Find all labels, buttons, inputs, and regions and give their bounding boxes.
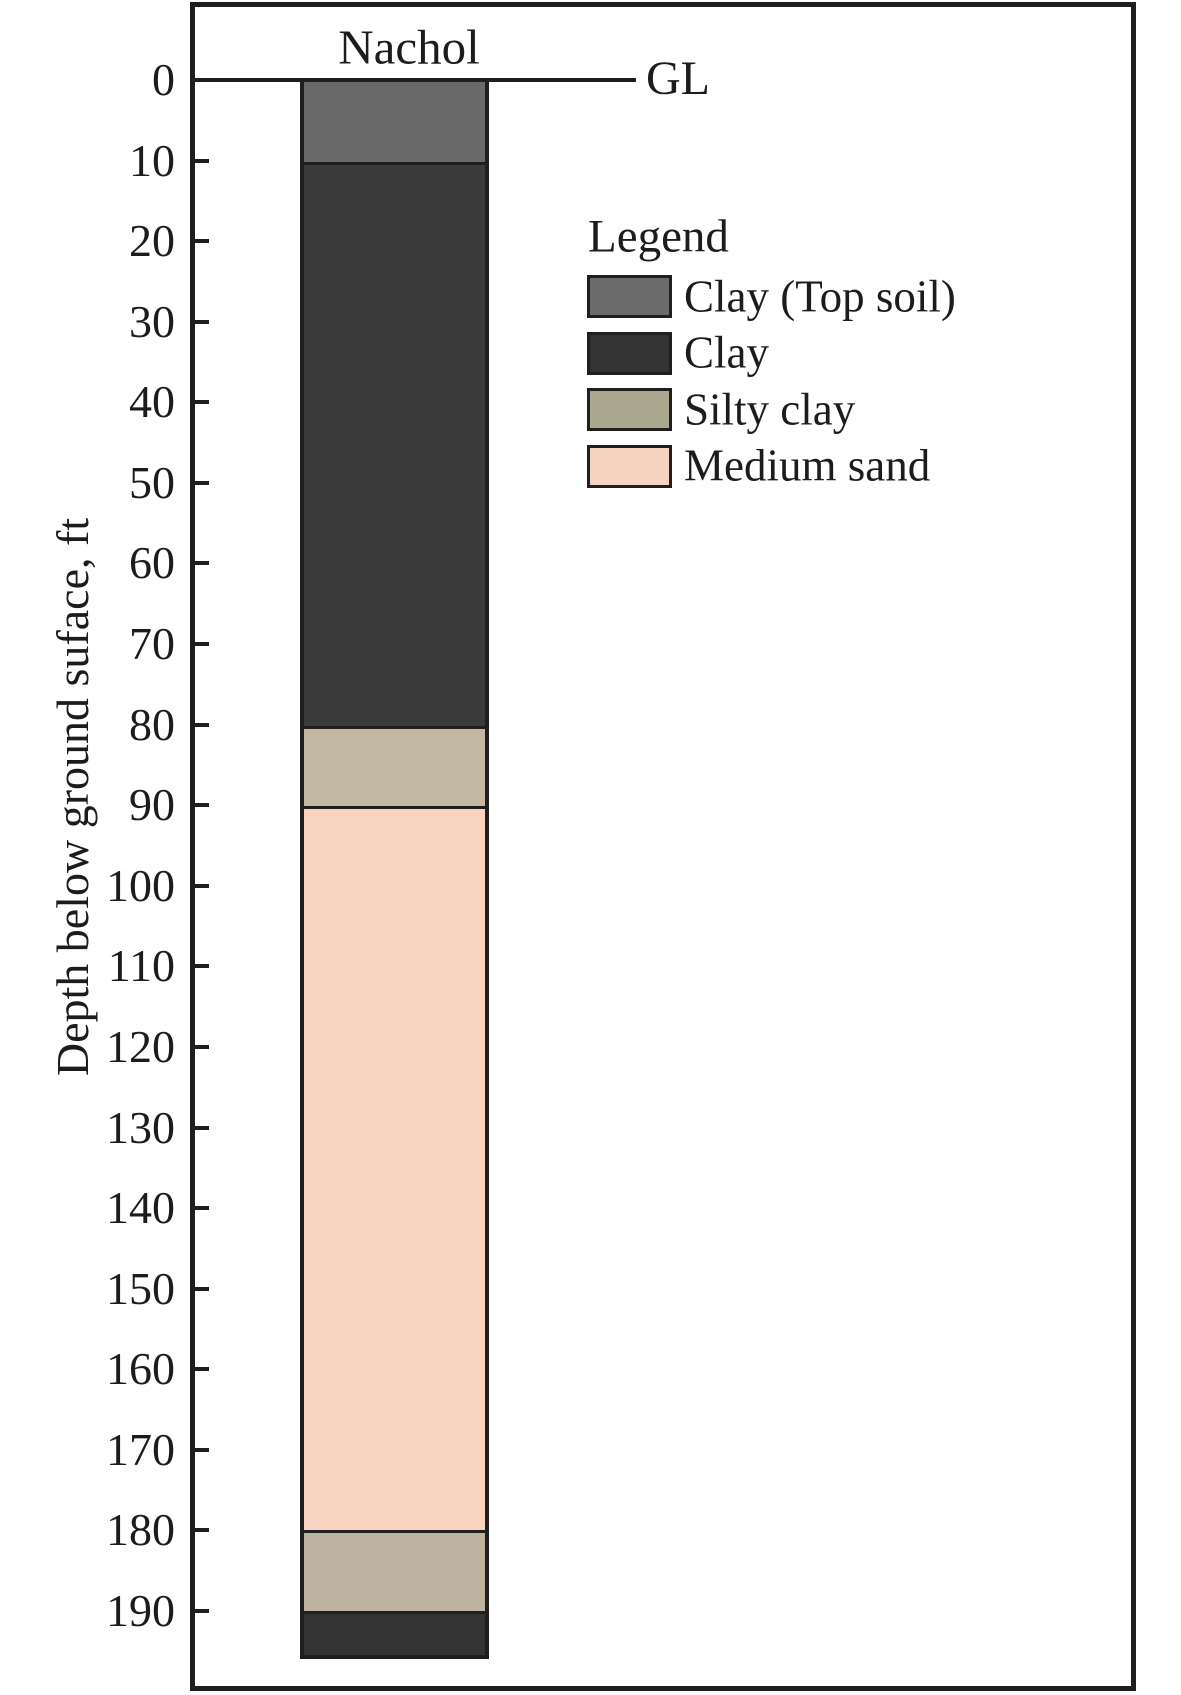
y-tick-label-90: 90 xyxy=(129,779,175,831)
y-tick-label-170: 170 xyxy=(106,1423,175,1475)
legend-swatch-clay-top-soil xyxy=(587,275,672,318)
plot-frame xyxy=(190,2,1136,1691)
y-tick-label-80: 80 xyxy=(129,698,175,750)
borehole-column xyxy=(300,78,489,1659)
legend-label-silty-clay: Silty clay xyxy=(684,384,856,435)
y-tick-mark-80 xyxy=(195,722,209,727)
y-tick-mark-20 xyxy=(195,239,209,244)
y-tick-mark-50 xyxy=(195,480,209,485)
y-tick-label-130: 130 xyxy=(106,1101,175,1153)
stratum-clay-top-soil-0-10ft xyxy=(304,82,485,163)
y-tick-label-180: 180 xyxy=(106,1504,175,1556)
y-tick-label-190: 190 xyxy=(106,1584,175,1636)
y-tick-mark-170 xyxy=(195,1447,209,1452)
borehole-title: Nachol xyxy=(338,19,480,75)
y-tick-label-60: 60 xyxy=(129,537,175,589)
stratum-medium-sand-90-180ft xyxy=(304,806,485,1531)
stratum-clay-190-195.5ft xyxy=(304,1610,485,1655)
y-tick-label-110: 110 xyxy=(107,940,175,992)
y-tick-mark-30 xyxy=(195,319,209,324)
y-tick-label-100: 100 xyxy=(106,859,175,911)
y-tick-mark-40 xyxy=(195,400,209,405)
y-tick-mark-180 xyxy=(195,1528,209,1533)
ground-level-label: GL xyxy=(646,52,710,105)
y-tick-label-40: 40 xyxy=(129,376,175,428)
y-tick-mark-190 xyxy=(195,1608,209,1613)
y-tick-mark-110 xyxy=(195,964,209,969)
y-tick-label-120: 120 xyxy=(106,1020,175,1072)
legend-title: Legend xyxy=(588,210,729,263)
y-tick-mark-10 xyxy=(195,158,209,163)
y-tick-mark-90 xyxy=(195,803,209,808)
y-tick-mark-140 xyxy=(195,1206,209,1211)
stratum-silty-clay-180-190ft xyxy=(304,1530,485,1611)
stratum-clay-10-80ft xyxy=(304,162,485,726)
y-tick-mark-100 xyxy=(195,883,209,888)
y-tick-mark-160 xyxy=(195,1367,209,1372)
legend-label-clay: Clay xyxy=(684,327,769,378)
y-tick-label-20: 20 xyxy=(129,215,175,267)
y-tick-mark-150 xyxy=(195,1286,209,1291)
y-tick-label-70: 70 xyxy=(129,618,175,670)
y-tick-label-140: 140 xyxy=(106,1182,175,1234)
y-tick-label-10: 10 xyxy=(129,134,175,186)
legend-swatch-medium-sand xyxy=(587,444,672,488)
y-tick-label-0: 0 xyxy=(152,54,175,105)
legend-swatch-silty-clay xyxy=(587,388,672,432)
legend-label-medium-sand: Medium sand xyxy=(684,440,931,491)
y-tick-label-50: 50 xyxy=(129,456,175,508)
y-tick-mark-120 xyxy=(195,1044,209,1049)
y-tick-mark-70 xyxy=(195,642,209,647)
y-tick-mark-60 xyxy=(195,561,209,566)
legend-swatch-clay xyxy=(587,331,672,375)
legend-label-clay-top-soil: Clay (Top soil) xyxy=(684,271,956,321)
y-tick-mark-130 xyxy=(195,1125,209,1130)
stratum-silty-clay-80-90ft xyxy=(304,725,485,807)
y-tick-label-160: 160 xyxy=(106,1343,175,1395)
y-tick-label-30: 30 xyxy=(129,295,175,347)
y-tick-label-150: 150 xyxy=(106,1262,175,1314)
